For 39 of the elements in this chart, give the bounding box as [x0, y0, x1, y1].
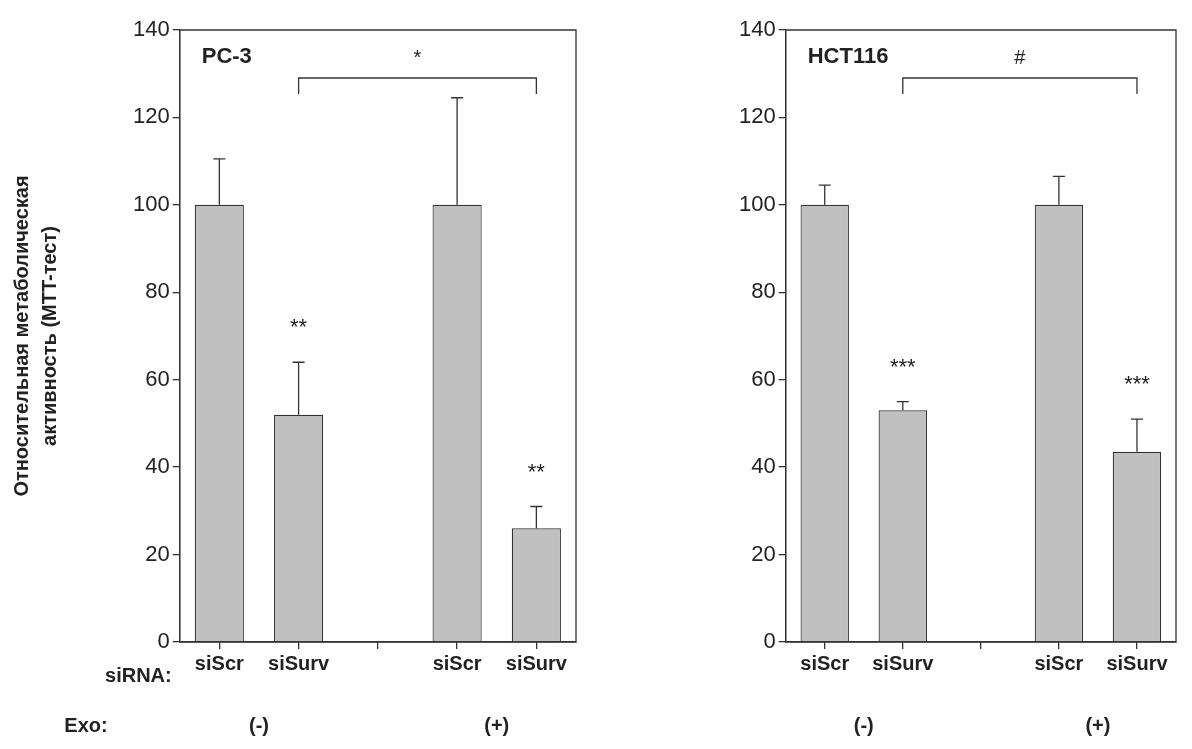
y-tick-label: 60 [145, 365, 170, 391]
text: Exo: [64, 713, 108, 736]
y-tick-label: 140 [132, 16, 170, 42]
annotation: ** [527, 458, 546, 484]
y-tick-label: 120 [132, 103, 170, 129]
annotation: *** [1124, 371, 1151, 397]
x-axis-title: siRNA: [105, 663, 172, 686]
x-tick-label: siScr [194, 651, 245, 674]
annotation: *** [889, 353, 917, 379]
y-tick-label: 80 [145, 278, 170, 304]
text: HCT116 [807, 43, 889, 69]
x-tick-label: siScr [800, 651, 850, 674]
y-axis-title: Относительная метаболическая активность (MTT-тест) [9, 175, 60, 497]
x-tick-label: siSurv [505, 651, 568, 674]
y-tick-label: 40 [751, 453, 776, 479]
annotation: * [413, 45, 422, 68]
y-tick-label: 100 [132, 190, 170, 216]
x-tick-label: siScr [432, 651, 482, 674]
x-tick-label: siSurv [268, 651, 331, 674]
y-tick-label: 0 [157, 628, 170, 654]
text: PC-3 [201, 43, 252, 69]
text: (+) [1085, 713, 1111, 736]
annotation: ** [290, 314, 308, 340]
x-tick-label: siSurv [1106, 651, 1169, 674]
y-tick-label: 0 [763, 628, 776, 654]
text: (+) [484, 713, 510, 736]
text: (-) [248, 713, 269, 736]
y-tick-label: 140 [738, 16, 776, 42]
y-tick-label: 20 [145, 540, 170, 566]
text: (-) [853, 713, 874, 736]
y-tick-label: 80 [751, 278, 776, 304]
y-tick-label: 40 [145, 453, 170, 479]
y-tick-label: 20 [751, 540, 776, 566]
y-tick-label: 120 [738, 103, 776, 129]
x-tick-label: siScr [1034, 651, 1084, 674]
annotation: # [1014, 45, 1027, 68]
y-tick-label: 100 [738, 190, 776, 216]
x-tick-label: siSurv [872, 651, 935, 674]
y-tick-label: 60 [751, 365, 776, 391]
